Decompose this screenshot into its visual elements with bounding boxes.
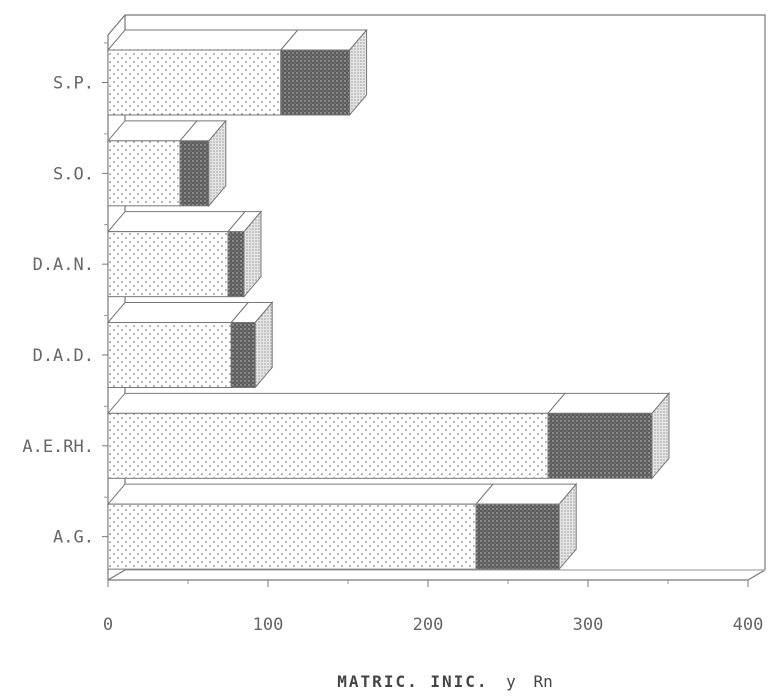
- y-tick-label-d-a-d: D.A.D.: [33, 346, 94, 366]
- depth-edge-top: [107, 14, 126, 36]
- bar-s-o-series-2: [179, 140, 210, 207]
- bar-a-e-rh-series-1: [107, 412, 549, 479]
- bar-s-p-series-2: [280, 49, 351, 116]
- y-tick-label-d-a-n: D.A.N.: [33, 255, 94, 275]
- bar-a-g-series-2: [475, 503, 560, 570]
- bar-a-g-series-1-top: [106, 483, 495, 505]
- bar-s-o-side: [208, 119, 227, 208]
- bar-d-a-d-series-1: [107, 321, 232, 388]
- x-tick-label-200: 200: [413, 615, 444, 635]
- bar-a-e-rh-series-2: [547, 412, 653, 479]
- x-axis-label-conjunction: y: [506, 672, 516, 691]
- bar-a-g-series-1: [107, 503, 477, 570]
- x-tick-label-0: 0: [103, 615, 113, 635]
- bar-d-a-d-series-1-top: [106, 301, 250, 323]
- bar-d-a-n-side: [243, 210, 262, 299]
- x-tick-label-300: 300: [573, 615, 604, 635]
- x-axis-label: MATRIC. INIC. y Rn: [337, 672, 552, 691]
- x-axis-label-unit: Rn: [533, 672, 552, 691]
- bar-d-a-n-series-1: [107, 231, 229, 298]
- bar-d-a-d-series-2: [230, 321, 256, 388]
- bar-d-a-d-side: [254, 301, 273, 389]
- y-tick-label-s-o: S.O.: [53, 164, 94, 184]
- x-ticks: 0 100 200 300 400: [103, 580, 763, 635]
- bar-a-e-rh-series-2-top: [546, 392, 671, 414]
- bar-s-p-series-1: [107, 49, 282, 116]
- bar-a-e-rh-series-1-top: [106, 392, 567, 414]
- bars: [106, 28, 671, 571]
- x-axis-label-bold: MATRIC. INIC.: [337, 672, 488, 691]
- depth-edge-bottom-left: [107, 569, 126, 581]
- y-tick-label-a-e-rh: A.E.RH.: [22, 437, 94, 457]
- y-ticks: S.P. S.O. D.A.N. D.A.D. A.E.RH. A.G.: [22, 42, 108, 548]
- bar-a-e-rh-side: [651, 391, 670, 480]
- y-tick-label-a-g: A.G.: [53, 528, 94, 548]
- bar-d-a-n-series-1-top: [106, 211, 247, 233]
- bar-s-p-side: [349, 28, 368, 117]
- back-wall: [125, 14, 766, 570]
- y-tick-label-s-p: S.P.: [53, 74, 94, 94]
- x-tick-label-400: 400: [733, 615, 764, 635]
- bar-s-p-series-1-top: [106, 29, 299, 51]
- bar-d-a-n-series-2: [227, 231, 245, 298]
- bar-a-g-side: [558, 482, 577, 571]
- depth-edge-bottom-right: [747, 569, 766, 581]
- bar-s-o-series-1: [107, 140, 181, 207]
- x-tick-label-100: 100: [253, 615, 284, 635]
